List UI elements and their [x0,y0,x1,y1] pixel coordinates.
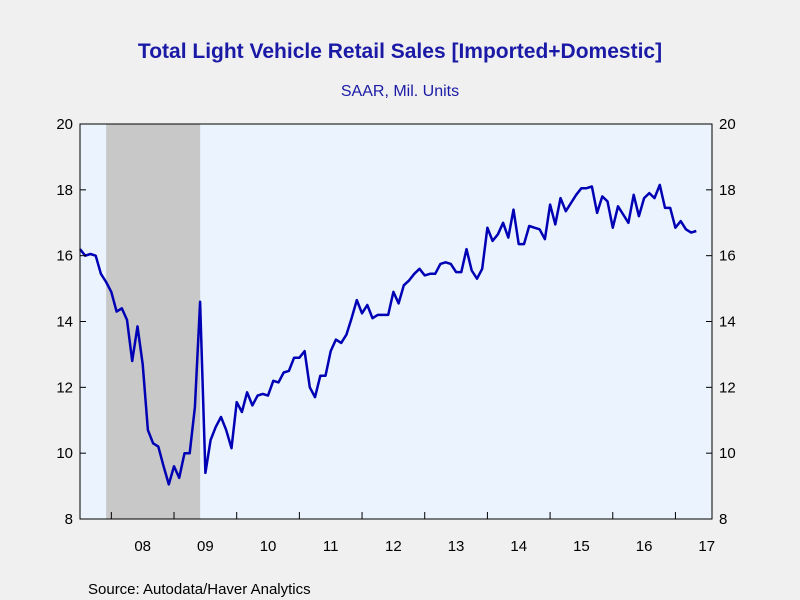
y-axis-right: 8 10 12 14 16 18 20 [706,116,736,528]
x-axis: 08 09 10 11 12 13 14 15 16 17 [110,512,715,555]
y-tick-label-left: 10 [56,445,73,462]
y-tick-label-left: 20 [56,116,73,133]
y-tick-label-left: 16 [56,248,73,265]
y-tick-label-right: 10 [719,445,736,462]
y-tick-label-left: 18 [56,182,73,199]
x-tick-label: 09 [197,538,214,555]
y-tick-label-right: 8 [719,511,727,528]
y-tick-label-right: 16 [719,248,736,265]
y-tick-label-left: 8 [65,511,73,528]
x-tick-label: 11 [323,538,339,555]
x-tick-label: 16 [636,538,653,555]
x-tick-label: 14 [510,538,527,555]
x-tick-label: 13 [448,538,465,555]
source-note: Source: Autodata/Haver Analytics [88,581,311,598]
recession-band [106,124,201,519]
y-tick-label-right: 12 [719,379,736,396]
chart-title: Total Light Vehicle Retail Sales [Import… [138,40,662,63]
x-tick-label: 12 [385,538,402,555]
y-tick-label-right: 14 [719,314,736,331]
x-tick-label: 15 [573,538,590,555]
y-tick-label-left: 12 [56,379,73,396]
y-tick-label-left: 14 [56,314,73,331]
series-line-0 [79,183,697,486]
x-tick-label: 10 [260,538,277,555]
x-tick-label: 17 [698,538,715,555]
y-tick-label-right: 20 [719,116,736,133]
chart-subtitle: SAAR, Mil. Units [341,83,459,100]
y-axis-left: 8 10 12 14 16 18 20 [56,116,86,528]
x-tick-label: 08 [134,538,151,555]
y-tick-label-right: 18 [719,182,736,199]
